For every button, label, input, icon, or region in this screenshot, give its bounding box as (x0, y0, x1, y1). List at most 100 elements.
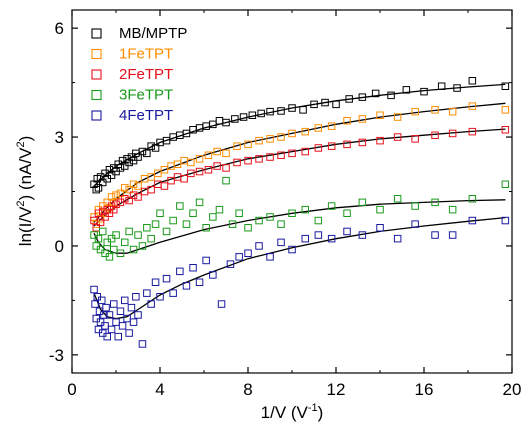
data-point (226, 260, 235, 268)
data-point (437, 82, 446, 90)
legend-marker (91, 28, 102, 39)
legend-label: MB/MPTP (119, 25, 187, 42)
x-tick-label: 12 (327, 380, 346, 399)
data-point (431, 106, 439, 114)
data-point (132, 293, 140, 301)
data-point (266, 135, 274, 143)
data-point (102, 303, 110, 312)
data-point (288, 104, 296, 112)
data-point (448, 129, 457, 138)
data-point (134, 193, 142, 201)
data-point (343, 209, 351, 217)
data-point (301, 205, 309, 214)
data-point (143, 289, 151, 297)
legend-label: 3FeTPT (119, 87, 173, 104)
data-point (125, 158, 133, 167)
data-point (195, 155, 204, 163)
data-point (327, 234, 336, 243)
data-point (288, 209, 296, 217)
data-point (189, 209, 197, 217)
data-point (125, 196, 133, 205)
data-point (235, 209, 243, 217)
legend-label: 1FeTPT (119, 46, 173, 63)
data-point (277, 238, 285, 247)
data-points (90, 77, 510, 348)
data-point (147, 300, 155, 308)
data-point (448, 107, 457, 116)
data-point (118, 322, 127, 330)
data-point (98, 296, 106, 305)
data-point (358, 198, 367, 207)
data-point (129, 180, 138, 188)
data-point (147, 185, 155, 194)
data-point (431, 231, 439, 239)
data-point (222, 164, 230, 172)
data-point (151, 278, 160, 286)
data-point (288, 149, 296, 158)
data-point (453, 84, 461, 92)
data-point (266, 153, 274, 161)
fit-line (93, 216, 506, 320)
data-point (138, 147, 147, 156)
data-point (448, 231, 457, 239)
data-point (468, 127, 477, 136)
data-point (187, 169, 195, 178)
legend-label: 2FeTPT (119, 66, 173, 83)
legend-marker (91, 110, 102, 121)
data-point (235, 253, 243, 261)
data-point (266, 213, 274, 221)
data-point (277, 133, 285, 141)
data-point (244, 224, 252, 232)
data-point (468, 102, 477, 110)
data-point (209, 271, 217, 279)
data-point (257, 109, 265, 118)
data-point (147, 142, 155, 150)
data-point (143, 149, 151, 158)
data-point (125, 185, 133, 194)
data-point (448, 205, 457, 214)
data-point (255, 155, 263, 163)
data-point (288, 129, 296, 138)
data-point (94, 234, 103, 243)
data-point (116, 164, 125, 172)
data-point (99, 227, 107, 236)
data-point (231, 115, 239, 123)
data-point (468, 216, 477, 225)
data-point (420, 87, 428, 96)
data-point (387, 91, 395, 100)
data-point (314, 124, 323, 132)
data-point (501, 106, 510, 114)
data-point (110, 205, 118, 214)
data-point (114, 332, 122, 341)
data-point (217, 300, 226, 308)
data-point (169, 289, 177, 297)
data-point (393, 133, 402, 141)
data-point (358, 115, 367, 123)
data-point (255, 136, 263, 145)
data-point (213, 147, 221, 156)
data-point (244, 140, 252, 149)
fit-line (93, 199, 506, 254)
data-point (343, 140, 351, 149)
data-point (125, 329, 133, 337)
data-point (358, 138, 367, 147)
data-point (327, 122, 336, 130)
data-point (301, 234, 309, 243)
y-axis-label: ln(I/V2) (nA/V2) (15, 136, 35, 247)
legend-marker (91, 69, 102, 80)
data-point (310, 100, 318, 109)
data-point (204, 166, 213, 174)
data-point (301, 147, 309, 156)
x-tick-label: 4 (155, 380, 164, 399)
data-point (393, 113, 402, 121)
data-point (215, 205, 224, 214)
data-point (277, 107, 285, 115)
data-point (501, 216, 510, 225)
data-point (121, 195, 129, 203)
data-point (116, 189, 125, 198)
data-point (180, 175, 188, 183)
data-point (233, 158, 241, 167)
data-point (255, 242, 263, 250)
x-tick-label: 20 (503, 380, 522, 399)
